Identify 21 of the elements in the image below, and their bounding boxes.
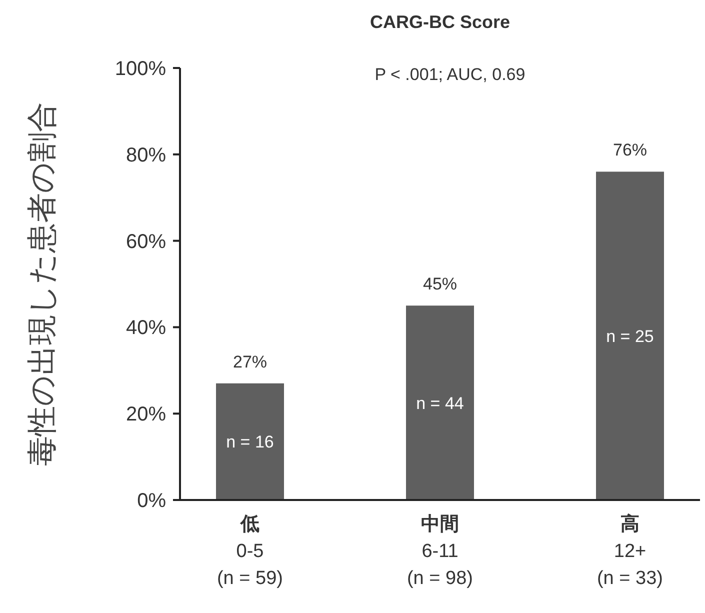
bar — [216, 383, 284, 500]
x-tick-label: 中間 6-11 (n = 98) — [406, 513, 474, 589]
y-tick-label: 20% — [126, 404, 166, 426]
bar — [596, 172, 664, 500]
y-tick-label: 80% — [126, 144, 166, 166]
y-tick-label: 40% — [126, 317, 166, 340]
annotation: n = 44 — [416, 394, 464, 413]
y-tick-label: 60% — [126, 230, 166, 253]
x-tick-label: 高 12+ (n = 33) — [596, 513, 664, 589]
data-label: 27% — [232, 352, 268, 372]
y-tick-label: 0% — [137, 490, 166, 512]
annotation: n = 16 — [226, 432, 274, 452]
y-axis-title: 毒性の出現した患者の割合 — [26, 102, 59, 466]
x-tick-label: 低 0-5 (n = 59) — [216, 514, 284, 589]
chart-title: CARG-BC Score — [370, 12, 510, 32]
annotation: n = 25 — [606, 326, 654, 346]
y-tick-label: 100% — [114, 58, 166, 80]
data-label: 45% — [422, 274, 458, 294]
data-label: 76% — [612, 140, 648, 160]
annotation: P < .001; AUC, 0.69 — [374, 65, 526, 84]
bar — [406, 306, 474, 500]
